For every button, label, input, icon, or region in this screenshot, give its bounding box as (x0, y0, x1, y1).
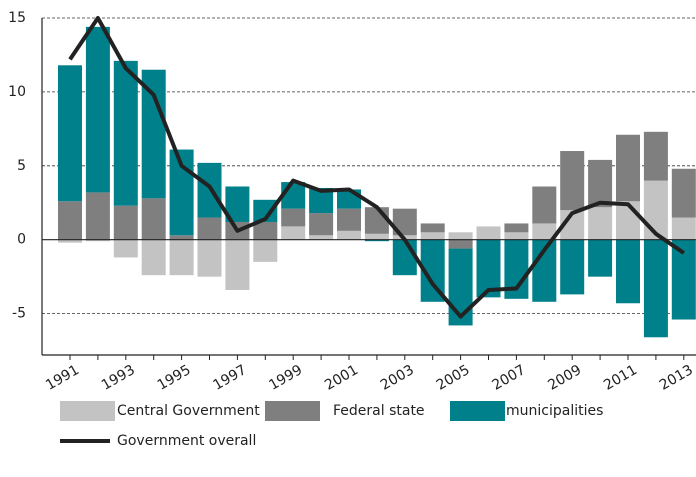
bar-segment (169, 239, 194, 276)
x-tick-label: 1991 (43, 362, 82, 394)
y-tick-label: 15 (8, 10, 26, 26)
bar-segment (364, 233, 389, 240)
bar-segment (504, 223, 529, 233)
bar-segment (113, 205, 138, 240)
bar-segment (671, 168, 696, 218)
bar-segment (225, 239, 250, 290)
bar-segment (281, 226, 306, 240)
bar-segment (281, 182, 306, 209)
x-tick-label: 2003 (378, 362, 417, 394)
bar-segment (141, 239, 166, 276)
x-tick-label: 2011 (601, 362, 640, 394)
y-tick-label: 5 (17, 158, 26, 174)
y-tick-label: 10 (8, 84, 26, 100)
bar-segment (588, 207, 613, 240)
bar-segment (364, 239, 389, 242)
bar-segment (309, 235, 334, 240)
bar-segment (141, 198, 166, 240)
bar-segment (392, 239, 417, 276)
line-series (68, 16, 685, 319)
bar-segment (253, 199, 278, 222)
legend-swatch (450, 401, 505, 421)
bar-segment (643, 131, 668, 181)
bar-segment (85, 26, 110, 193)
bar-segment (197, 239, 222, 277)
bar-segment (616, 239, 640, 304)
bar-segment (58, 201, 82, 240)
bar-segment (113, 239, 138, 258)
bar-segment (420, 223, 445, 233)
bar-segment (141, 69, 166, 199)
bar-segment (337, 230, 361, 240)
legend-label: Federal state (333, 403, 425, 419)
y-tick-label: 0 (17, 232, 26, 248)
bar-segment (643, 239, 668, 338)
bar-segment (253, 221, 278, 240)
bar-segment (169, 235, 194, 240)
bar-segment (253, 239, 278, 262)
bar-segment (588, 239, 613, 277)
bar-segment (476, 226, 501, 240)
bar-segment (448, 232, 473, 240)
legend-swatch (265, 401, 320, 421)
bar-segment (560, 151, 585, 211)
bar-segment (58, 65, 82, 202)
bar-segment (85, 192, 110, 240)
bar-segment (113, 60, 138, 206)
x-tick-label: 2009 (545, 362, 584, 394)
x-tick-label: 2005 (434, 362, 473, 394)
legend-label: Central Government (117, 403, 260, 419)
bar-segment (364, 207, 389, 234)
y-tick-label: -5 (12, 306, 26, 322)
x-tick-label: 2013 (657, 362, 696, 394)
x-tick-label: 2007 (490, 362, 529, 394)
bar-segment (671, 217, 696, 240)
x-tick-label: 1999 (266, 362, 305, 394)
legend-label: Government overall (117, 433, 256, 449)
bar-segment (448, 248, 473, 326)
bar-segment (337, 208, 361, 231)
x-tick-label: 1995 (155, 362, 194, 394)
legend-label: municipalities (506, 403, 603, 419)
bar-segment (197, 217, 222, 240)
bar-segment (532, 186, 557, 224)
bar-segment (309, 213, 334, 236)
legend-swatch (60, 401, 115, 421)
bar-segment (85, 239, 110, 242)
bar-segment (643, 180, 668, 240)
bar-segment (281, 208, 306, 227)
bar-segment (588, 159, 613, 208)
bar-segment (420, 232, 445, 240)
bar-segment (616, 134, 640, 202)
bar-segment (504, 232, 529, 240)
bar-segment (448, 239, 473, 249)
x-tick-label: 1997 (211, 362, 250, 394)
x-tick-label: 2001 (322, 362, 361, 394)
bar-segment (337, 189, 361, 209)
x-tick-label: 1993 (99, 362, 138, 394)
bar-segment (560, 239, 585, 295)
bar-segment (532, 223, 557, 240)
bar-segment (616, 201, 640, 240)
bar-segment (58, 239, 82, 243)
